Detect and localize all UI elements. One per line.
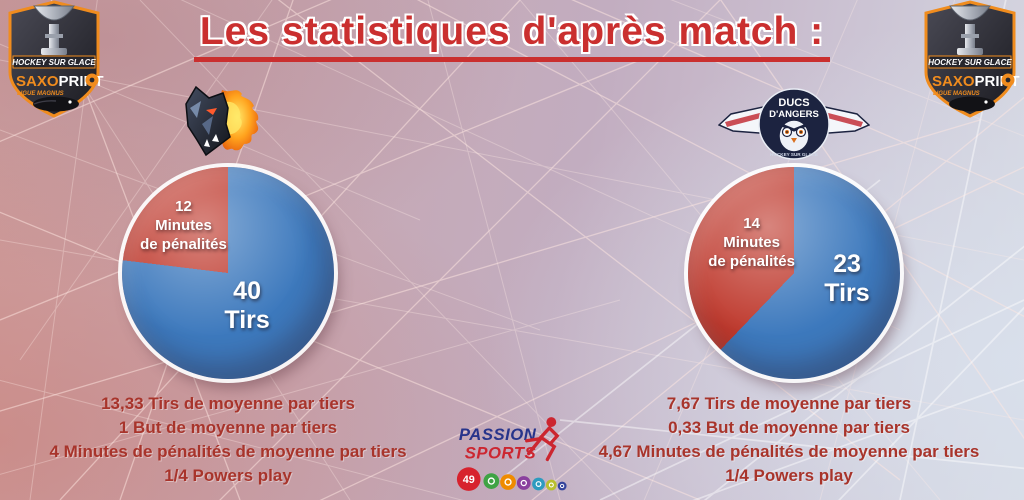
puck-shark-icon [33,96,79,112]
left-pie-penalties-label: 12 Minutes de pénalités [140,197,227,253]
badge-banner-text: HOCKEY SUR GLACE [12,58,96,67]
right-pie: 14 Minutes de pénalités 23 Tirs [688,167,900,379]
stat-line: 13,33 Tirs de moyenne par tiers [101,394,355,413]
brand-saxo: SAXO [16,73,59,90]
right-team-ducs-angers-logo: DUCS D'ANGERS HOCKEY SUR GLACE [718,88,870,160]
stat-line: 4,67 Minutes de pénalités de moyenne par… [598,442,980,461]
stat-line: 1/4 Powers play [164,466,292,485]
left-team-wolf-flame-logo [185,85,259,157]
stat-line: 1/4 Powers play [725,466,853,485]
owl-icon [778,119,810,153]
right-pie-shots-label: 23 Tirs [824,249,870,307]
left-pie: 12 Minutes de pénalités 40 Tirs [122,167,334,379]
league-badge-right-icon: HOCKEY SUR GLACE SAXOPRINT LIGUE MAGNUS [924,0,1020,118]
passion-sports-logo: PASSION SPORTS 49 [456,417,567,491]
badge-subtitle: LIGUE MAGNUS [933,91,980,97]
trophy-icon [949,5,991,55]
stat-line: 1 But de moyenne par tiers [118,418,338,437]
page-title: Les statistiques d'après match : [193,10,831,62]
team-name-line2: D'ANGERS [769,109,819,120]
stat-line: 7,67 Tirs de moyenne par tiers [666,394,912,413]
puck-shark-icon [949,96,995,112]
badge-subtitle: LIGUE MAGNUS [17,91,64,97]
wolf-half [185,85,231,157]
left-team-stats: 13,33 Tirs de moyenne par tiers 1 But de… [8,392,448,488]
brand-saxo: SAXO [932,73,975,90]
badge-banner-text: HOCKEY SUR GLACE [928,58,1012,67]
footer-logo-word2: SPORTS [465,443,536,462]
footer-logo-badge: 49 [463,474,475,486]
right-pie-penalties-label: 14 Minutes de pénalités [708,214,795,270]
page-header: Les statistiques d'après match : [0,10,1024,62]
right-team-stats: 7,67 Tirs de moyenne par tiers 0,33 But … [556,392,1022,488]
team-name-line1: DUCS [778,97,809,109]
league-badge-left-icon: HOCKEY SUR GLACE SAXOPRINT LIGUE MAGNUS [8,0,104,118]
trophy-icon [33,5,75,55]
logo-bottom-text: HOCKEY SUR GLACE [770,152,818,157]
stat-line: 4 Minutes de pénalités de moyenne par ti… [49,442,407,461]
left-pie-chart: 12 Minutes de pénalités 40 Tirs [122,167,334,379]
right-pie-chart: 14 Minutes de pénalités 23 Tirs [688,167,900,379]
footer-logo-word1: PASSION [459,425,537,444]
runner-icon [525,417,560,462]
stat-line: 0,33 But de moyenne par tiers [668,418,910,437]
badge-banner: HOCKEY SUR GLACE [12,55,96,69]
left-pie-shots-label: 40 Tirs [224,277,270,335]
sport-discipline-dots: 49 [456,467,567,491]
